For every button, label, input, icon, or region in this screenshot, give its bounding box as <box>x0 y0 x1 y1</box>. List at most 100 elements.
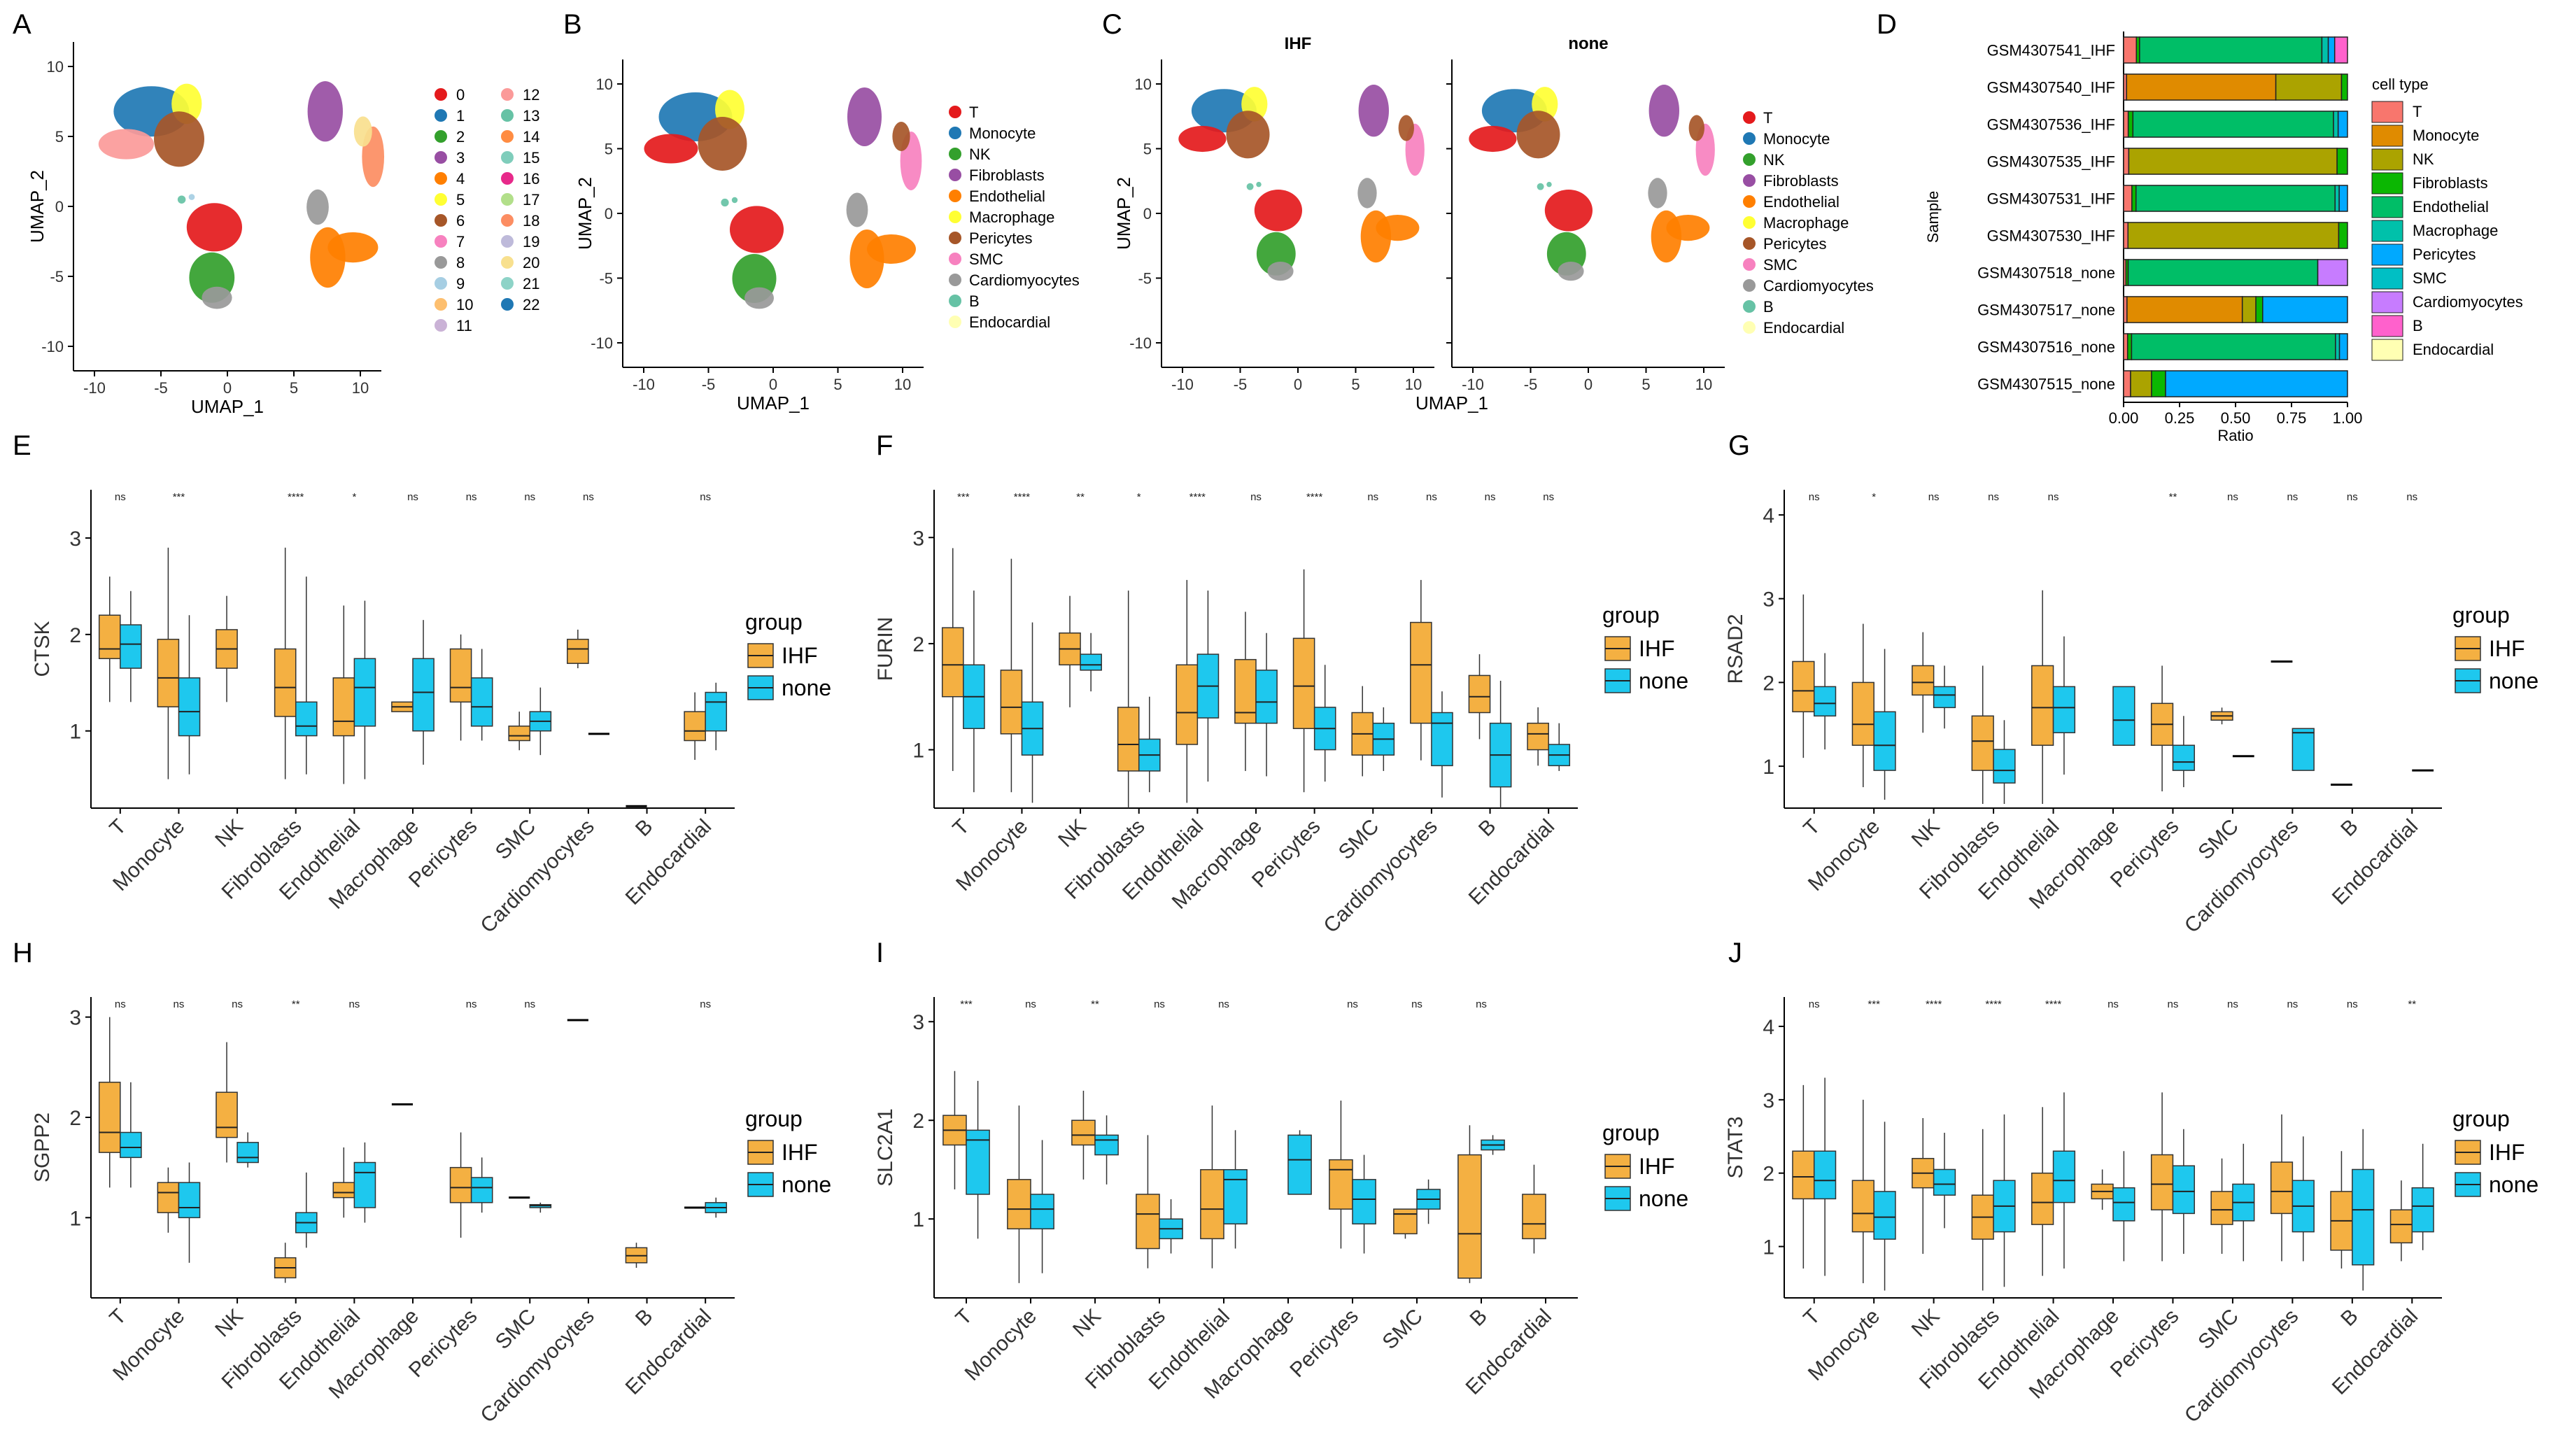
box-ihf <box>2150 1154 2174 1210</box>
cell-cluster-9 <box>731 197 738 204</box>
bar-segment-fibroblasts <box>2336 148 2348 175</box>
x-tick-label: 0.50 <box>2221 409 2251 427</box>
cell-cluster-12 <box>1178 125 1227 153</box>
significance-label: ns <box>2107 998 2119 1010</box>
x-tick-label: 1.00 <box>2333 409 2363 427</box>
y-tick-label: -10 <box>591 334 613 352</box>
box-none <box>966 1129 990 1195</box>
x-tick-label: NK <box>1907 815 1944 852</box>
y-tick-label: GSM4307536_IHF <box>1987 116 2115 134</box>
box-ihf <box>1527 722 1549 751</box>
legend-label-celltype: Endothelial <box>1763 193 1840 211</box>
significance-label: ** <box>1076 491 1085 503</box>
y-tick-label: -5 <box>50 268 64 285</box>
bar-segment-fibroblasts <box>2127 111 2134 138</box>
legend-swatch-cluster-18 <box>501 214 514 227</box>
bar-segment-nk <box>2128 148 2338 175</box>
x-tick-label: Pericytes <box>1285 1305 1363 1383</box>
significance-label: ns <box>232 998 243 1010</box>
significance-label: * <box>1137 491 1141 503</box>
box-ihf <box>332 677 355 737</box>
box-ihf <box>1792 660 1815 713</box>
significance-label: ns <box>1809 998 1820 1010</box>
y-tick-label: 10 <box>1135 76 1152 93</box>
x-tick-label: SMC <box>1378 1305 1427 1354</box>
cell-cluster-8 <box>1558 261 1584 281</box>
legend-label-celltype: Fibroblasts <box>1763 172 1839 190</box>
box-none <box>1431 712 1453 767</box>
umap-panel-b: -10 -5 0 5 10 10 5 0 -5 -10 UMAP_1 UMAP_2 T Monocyte N… <box>574 59 1080 414</box>
box-ihf <box>1200 1168 1224 1240</box>
bar-segment-t <box>2123 148 2130 175</box>
significance-label: ns <box>2406 491 2417 503</box>
x-tick-label: T <box>948 815 973 840</box>
legend-swatch-celltype <box>1743 216 1756 229</box>
significance-label: ns <box>583 491 594 503</box>
x-tick-label: B <box>2336 1305 2362 1331</box>
legend-label-cluster-13: 13 <box>523 107 539 125</box>
x-tick-label: B <box>1465 1305 1491 1331</box>
bar-segment-nk <box>2241 296 2257 323</box>
y-tick-label: 1 <box>912 1208 924 1231</box>
cell-cluster-0 <box>730 206 784 253</box>
legend-label-cluster-16: 16 <box>523 170 539 188</box>
legend-label-cluster-22: 22 <box>523 296 539 313</box>
legend-swatch <box>2371 315 2403 337</box>
box-ihf <box>1329 1159 1353 1210</box>
significance-label: *** <box>957 491 970 503</box>
y-tick-label: 3 <box>1763 588 1774 612</box>
cell-cluster-13 <box>1537 183 1544 190</box>
box-ihf <box>1393 1208 1418 1235</box>
x-tick-label: B <box>2336 815 2362 841</box>
x-tick-label: T <box>952 1305 977 1330</box>
x-tick-label: 10 <box>894 376 911 393</box>
legend-swatch-celltype <box>949 316 961 328</box>
box-none <box>1873 711 1896 771</box>
legend-swatch-cluster-3 <box>435 151 447 164</box>
legend-label-celltype: Monocyte <box>1763 130 1830 148</box>
y-tick-label: 2 <box>912 1110 924 1133</box>
box-ihf <box>1175 664 1199 745</box>
legend-swatch-cluster-15 <box>501 151 514 164</box>
box-ihf <box>1522 1194 1546 1240</box>
x-tick-label: 5 <box>1351 376 1360 393</box>
x-tick-label: 10 <box>1405 376 1422 393</box>
y-tick-label: GSM4307535_IHF <box>1987 153 2115 171</box>
bar-segment-endothelial <box>2132 111 2334 138</box>
x-tick-label: T <box>1799 815 1824 840</box>
legend-label: Endothelial <box>2413 198 2489 215</box>
significance-label: ns <box>466 998 477 1010</box>
x-tick-label: -5 <box>1524 376 1538 393</box>
x-tick-label: Cardiomyocytes <box>2180 815 2303 938</box>
y-tick-label: 5 <box>55 128 64 146</box>
legend-swatch-cluster-22 <box>501 298 514 311</box>
box-none <box>2172 1165 2195 1215</box>
x-tick-label: SMC <box>2194 815 2243 864</box>
bar-segment-endothelial <box>2139 36 2323 64</box>
legend-swatch-cluster-4 <box>435 172 447 185</box>
box-ihf <box>1912 665 1935 696</box>
bar-segment-pericytes <box>2337 111 2348 138</box>
cell-cluster-9 <box>1256 181 1262 188</box>
y-tick-label: GSM4307518_none <box>1977 264 2115 282</box>
cell-cluster-20 <box>892 122 910 151</box>
bar-segment-endothelial <box>2127 259 2319 286</box>
legend-swatch-celltype <box>1743 300 1756 313</box>
bar-segment-fibroblasts <box>2151 370 2166 397</box>
bar-segment-t <box>2123 36 2138 64</box>
legend-swatch-celltype <box>1743 111 1756 124</box>
legend-label: T <box>2413 103 2422 120</box>
box-none <box>470 677 493 727</box>
significance-label: **** <box>2045 998 2062 1010</box>
significance-label: ns <box>700 491 711 503</box>
y-axis-title: STAT3 <box>1724 1117 1747 1179</box>
legend-label-ihf: IHF <box>782 643 818 668</box>
legend-swatch-celltype <box>949 232 961 244</box>
significance-label: ns <box>2287 491 2298 503</box>
x-tick-label: B <box>1474 815 1500 841</box>
legend-label-none: none <box>1639 668 1688 693</box>
y-tick-label: 0 <box>55 198 64 215</box>
box-none <box>2411 1187 2434 1233</box>
box-ihf <box>216 1091 238 1138</box>
x-tick-label: -10 <box>1171 376 1194 393</box>
